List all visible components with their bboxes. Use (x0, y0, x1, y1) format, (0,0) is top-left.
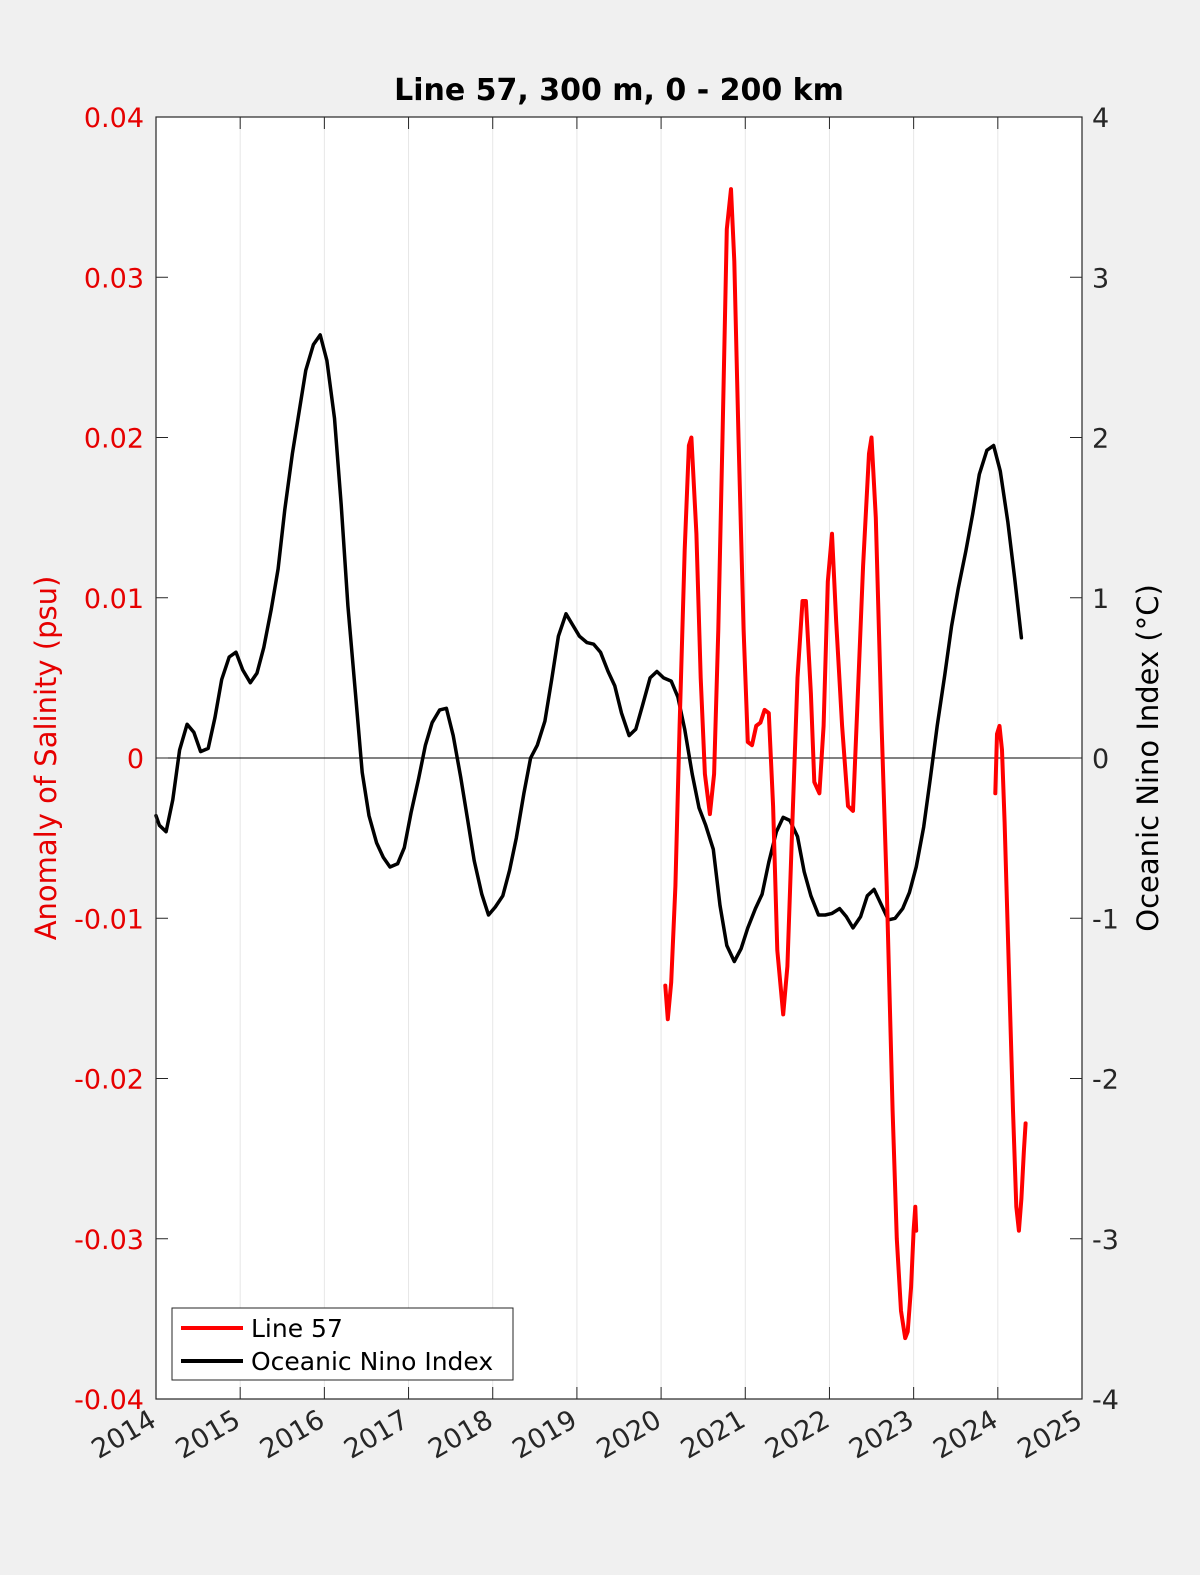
series-line-line-57-segment-2 (993, 723, 1028, 1233)
x-tick-label: 2016 (255, 1404, 330, 1465)
y-left-tick-label: 0.01 (84, 584, 144, 615)
x-tick-label: 2025 (1012, 1404, 1087, 1465)
y-left-tick-label: 0.03 (84, 263, 144, 294)
y-left-tick-label: 0.02 (84, 424, 144, 455)
y-left-axis-label: Anomaly of Salinity (psu) (29, 576, 63, 941)
x-tick-label: 2022 (760, 1404, 835, 1465)
y-left-tick-label: -0.02 (74, 1065, 144, 1096)
x-tick-label: 2018 (423, 1404, 498, 1465)
series-line-line-57-segment-1 (663, 187, 919, 1341)
y-right-tick-label: -1 (1092, 904, 1119, 935)
x-tick-label: 2023 (844, 1404, 919, 1465)
y-left-tick-label: 0 (127, 744, 144, 775)
y-right-tick-label: 0 (1092, 744, 1109, 775)
x-tick-label: 2021 (676, 1404, 751, 1465)
x-tick-label: 2024 (928, 1404, 1003, 1465)
axis-ticks: 2 0 1 4 2015 2016 2017 2018 2019 2020 2021 2022 2023… (74, 103, 1119, 1465)
series-line-oceanic-nino-index (154, 333, 1024, 964)
legend-label-oni: Oceanic Nino Index (251, 1347, 493, 1376)
y-right-tick-label: 4 (1092, 103, 1109, 134)
series-layer (154, 187, 1028, 1341)
legend-label-line-57: Line 57 (251, 1314, 343, 1343)
y-right-tick-label: -2 (1092, 1065, 1119, 1096)
x-tick-label: 2020 (592, 1404, 667, 1465)
y-right-tick-label: 2 (1092, 424, 1109, 455)
y-right-tick-label: 3 (1092, 263, 1109, 294)
x-tick-label: 2019 (507, 1404, 582, 1465)
y-left-tick-label: -0.04 (74, 1385, 144, 1416)
y-left-tick-label: -0.03 (74, 1225, 144, 1256)
legend-box (171, 1307, 514, 1381)
y-left-tick-label: -0.01 (74, 904, 144, 935)
y-left-tick-label: 0.04 (84, 103, 144, 134)
y-right-axis-label: Oceanic Nino Index (°C) (1131, 584, 1165, 932)
y-right-tick-label: 1 (1092, 584, 1109, 615)
y-right-tick-label: -3 (1092, 1225, 1119, 1256)
x-tick-label: 2017 (339, 1404, 414, 1465)
legend: Line 57 Oceanic Nino Index (171, 1307, 514, 1381)
x-tick-label: 2015 (171, 1404, 246, 1465)
y-right-tick-label: -4 (1092, 1385, 1119, 1416)
chart-title: Line 57, 300 m, 0 - 200 km (394, 73, 844, 108)
